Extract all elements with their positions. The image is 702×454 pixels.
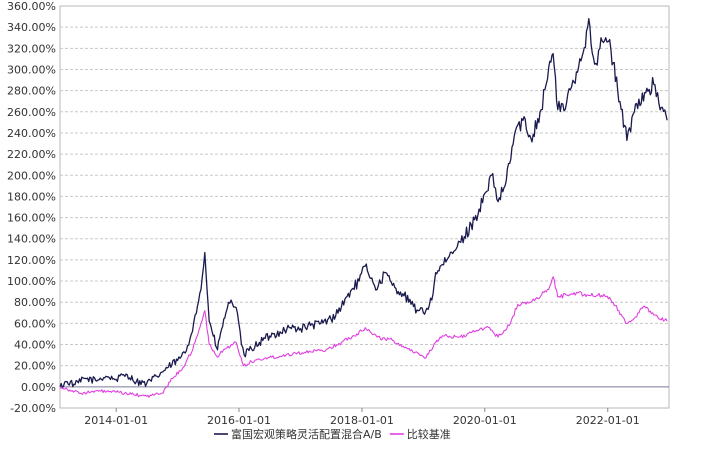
legend: 富国宏观策略灵活配置混合A/B 比较基准 <box>214 427 451 441</box>
y-tick-label: 100.00% <box>7 275 56 288</box>
legend-label: 比较基准 <box>407 427 451 441</box>
x-tick-label: 2022-01-01 <box>576 414 640 427</box>
y-tick-label: 300.00% <box>7 63 56 76</box>
x-tick-label: 2016-01-01 <box>207 414 271 427</box>
y-tick-label: 320.00% <box>7 42 56 55</box>
y-axis: 360.00% 340.00% 320.00% 300.00% 280.00% 260.0… <box>7 0 56 415</box>
series-lines <box>59 18 668 398</box>
y-tick-label: 220.00% <box>7 148 56 161</box>
y-tick-label: 340.00% <box>7 21 56 34</box>
plot-area <box>59 5 670 409</box>
y-tick-label: 140.00% <box>7 233 56 246</box>
y-tick-label: 240.00% <box>7 127 56 140</box>
y-tick-label: 40.00% <box>14 339 56 352</box>
y-tick-label: 60.00% <box>14 317 56 330</box>
y-tick-label: 20.00% <box>14 360 56 373</box>
y-tick-label: 160.00% <box>7 212 56 225</box>
x-axis: 2014-01-01 2016-01-01 2018-01-01 2020-01-01… <box>84 408 640 427</box>
y-tick-label: -20.00% <box>10 402 56 415</box>
y-tick-label: 180.00% <box>7 190 56 203</box>
series-line-1 <box>59 276 668 398</box>
y-tick-label: 260.00% <box>7 106 56 119</box>
x-tick-label: 2020-01-01 <box>453 414 517 427</box>
legend-label: 富国宏观策略灵活配置混合A/B <box>231 427 382 441</box>
series-line-0 <box>59 18 668 389</box>
y-tick-label: 200.00% <box>7 169 56 182</box>
y-tick-label: 120.00% <box>7 254 56 267</box>
y-tick-label: 80.00% <box>14 296 56 309</box>
y-tick-label: 280.00% <box>7 85 56 98</box>
x-tick-label: 2014-01-01 <box>84 414 148 427</box>
grid-lines <box>60 26 669 388</box>
y-tick-label: 0.00% <box>21 381 56 394</box>
x-tick-label: 2018-01-01 <box>330 414 394 427</box>
y-tick-label: 360.00% <box>7 0 56 13</box>
